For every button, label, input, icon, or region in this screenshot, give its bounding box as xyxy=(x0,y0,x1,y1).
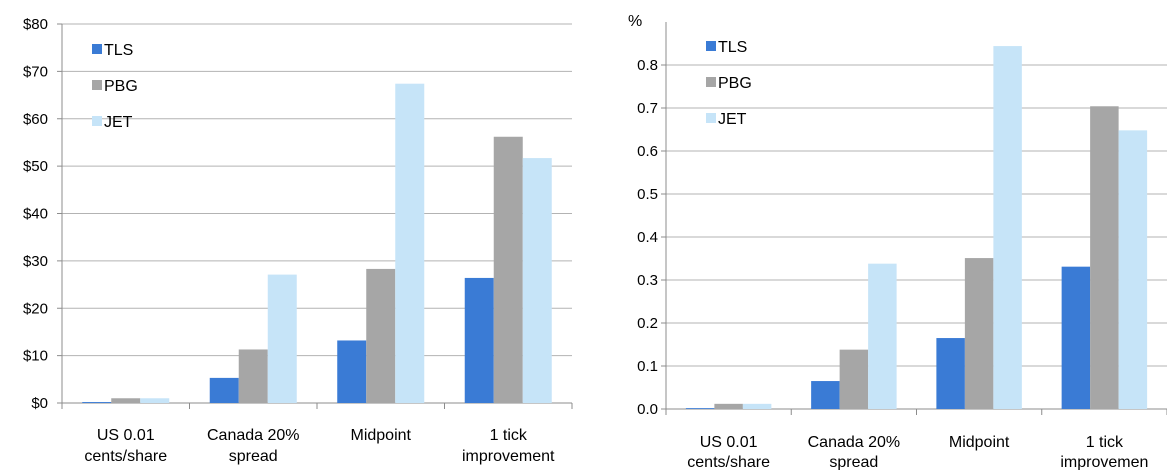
y-tick-label: $20 xyxy=(23,300,48,317)
y-tick-label: 0.2 xyxy=(637,315,658,332)
y-unit-label: % xyxy=(628,13,642,30)
bar-jet xyxy=(395,83,425,403)
bar-jet xyxy=(742,403,772,409)
y-tick-label: 0.8 xyxy=(637,57,658,74)
bar-pbg xyxy=(366,268,396,403)
bar-pbg xyxy=(964,258,994,409)
y-tick-label: $70 xyxy=(23,63,48,80)
bar-jet xyxy=(522,158,552,403)
x-category-label: improvemen xyxy=(1060,454,1148,470)
legend-label-jet: JET xyxy=(104,114,133,131)
legend-swatch-pbg xyxy=(706,77,716,87)
bar-pbg xyxy=(1090,106,1119,409)
x-category-label: Midpoint xyxy=(949,434,1010,451)
bar-tls xyxy=(936,338,965,409)
bar-jet xyxy=(993,46,1022,409)
y-tick-label: 0.4 xyxy=(637,229,658,246)
right-bar-chart: % 0.0 0.1 0.2 0.3 0.4 0.5 0.6 0.7 0.8 US 0.01 cents… xyxy=(628,13,1167,470)
legend: TLS PBG JET xyxy=(706,39,752,128)
x-category-label: spread xyxy=(829,454,878,470)
bar-pbg xyxy=(111,398,141,403)
y-tick-label: 0.0 xyxy=(637,401,658,418)
y-tick-label: $10 xyxy=(23,348,48,365)
bar-tls xyxy=(337,340,367,403)
x-category-label: 1 tick xyxy=(1086,434,1124,451)
bar-pbg xyxy=(493,136,523,403)
x-category-label: 1 tick xyxy=(490,427,528,444)
bar-tls xyxy=(464,277,494,403)
bar-jet xyxy=(868,263,897,409)
left-bar-chart: $0 $10 $20 $30 $40 $50 $60 $70 $80 US 0.01 cents/s… xyxy=(23,16,573,465)
y-tick-label: 0.6 xyxy=(637,143,658,160)
x-category-label: US 0.01 xyxy=(700,434,758,451)
bar-jet xyxy=(140,398,170,403)
legend-label-tls: TLS xyxy=(104,42,133,59)
x-category-label: spread xyxy=(229,448,278,465)
bar-pbg xyxy=(839,349,869,409)
legend: TLS PBG JET xyxy=(92,42,138,131)
y-tick-label: $60 xyxy=(23,111,48,128)
legend-swatch-jet xyxy=(706,113,716,123)
bar-tls xyxy=(685,408,715,409)
x-category-label: Canada 20% xyxy=(207,427,300,444)
legend-swatch-pbg xyxy=(92,80,102,90)
bar-jet xyxy=(267,274,297,403)
legend-label-pbg: PBG xyxy=(718,75,752,92)
y-tick-label: $50 xyxy=(23,158,48,175)
bar-tls xyxy=(82,402,112,403)
legend-swatch-jet xyxy=(92,116,102,126)
bar-tls xyxy=(811,381,840,409)
y-tick-label: $0 xyxy=(31,395,48,412)
x-category-label: cents/share xyxy=(84,448,167,465)
x-category-label: improvement xyxy=(462,448,555,465)
bar-tls xyxy=(1061,266,1091,409)
y-tick-label: 0.1 xyxy=(637,358,658,375)
y-tick-label: 0.5 xyxy=(637,186,658,203)
bar-jet xyxy=(1118,130,1148,410)
legend-swatch-tls xyxy=(706,41,716,51)
legend-swatch-tls xyxy=(92,44,102,54)
legend-label-pbg: PBG xyxy=(104,78,138,95)
legend-label-tls: TLS xyxy=(718,39,747,56)
x-category-label: cents/share xyxy=(687,454,770,470)
bar-pbg xyxy=(238,349,268,403)
x-category-label: Midpoint xyxy=(351,427,412,444)
y-tick-label: $80 xyxy=(23,16,48,33)
y-tick-label: 0.3 xyxy=(637,272,658,289)
x-category-label: Canada 20% xyxy=(808,434,901,451)
legend-label-jet: JET xyxy=(718,111,747,128)
y-tick-label: $40 xyxy=(23,206,48,223)
x-category-label: US 0.01 xyxy=(97,427,155,444)
bar-tls xyxy=(209,377,239,403)
y-tick-label: $30 xyxy=(23,253,48,270)
bar-pbg xyxy=(714,403,743,409)
y-tick-label: 0.7 xyxy=(637,100,658,117)
